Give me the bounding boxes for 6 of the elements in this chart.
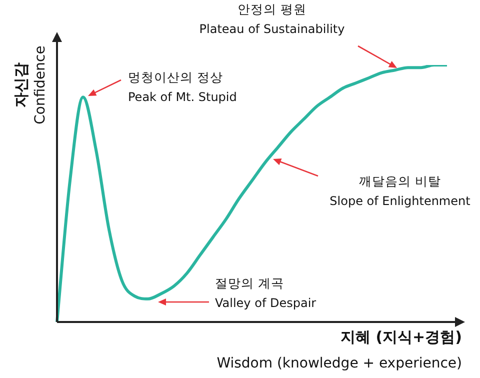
annotation: 절망의 계곡 Valley of Despair	[215, 275, 316, 310]
annotation: 멍청이산의 정상 Peak of Mt. Stupid	[128, 69, 237, 104]
text: 안정의 평원 Plateau of Sustainability	[199, 1, 345, 36]
x-axis-title: 지혜 (지식+경험) Wisdom (knowledge + experience)	[216, 328, 462, 372]
annotation: 깨달음의 비탈 Slope of Enlightenment	[330, 173, 471, 208]
y-axis-title: 자신감 Confidence	[12, 46, 49, 124]
